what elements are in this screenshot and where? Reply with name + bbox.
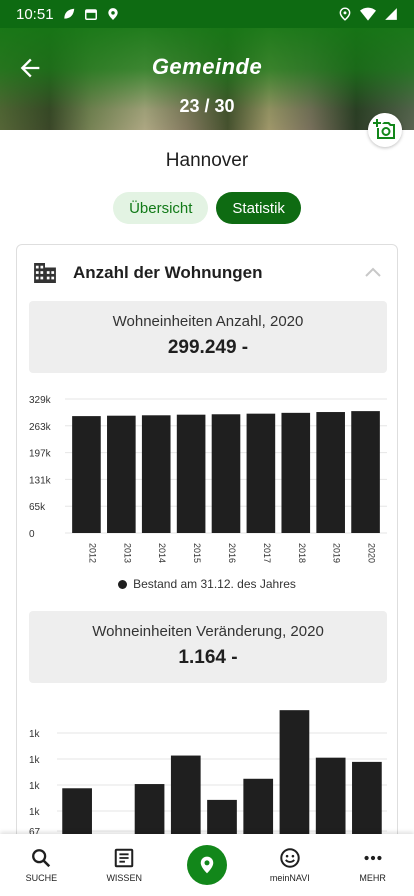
y-tick-label: 65k	[29, 502, 46, 513]
bar	[316, 412, 345, 533]
bar	[281, 412, 311, 533]
value-box-count: Wohneinheiten Anzahl, 2020 299.249 -	[29, 301, 387, 373]
y-tick-label: 263k	[29, 422, 52, 433]
y-tick-label: 0	[29, 529, 35, 540]
city-name: Hannover	[165, 150, 249, 171]
card-header[interactable]: Anzahl der Wohnungen	[17, 245, 397, 301]
legend-dot	[118, 579, 128, 589]
bar	[351, 411, 380, 533]
more-dots-icon	[364, 855, 382, 861]
chevron-up-icon[interactable]	[365, 267, 381, 277]
header-photo	[0, 28, 414, 130]
view-tabs: Übersicht Statistik	[0, 192, 414, 224]
legend-label: Bestand am 31.12. des Jahres	[133, 577, 296, 591]
bar	[176, 414, 206, 533]
y-tick-label: 131k	[29, 475, 52, 486]
nav-label: MEHR	[359, 873, 386, 883]
x-tick-label: 2020	[367, 543, 377, 563]
x-tick-label: 2014	[157, 543, 167, 563]
x-tick-label: 2013	[122, 543, 132, 563]
y-tick-label: 329k	[29, 395, 52, 406]
bar	[107, 415, 136, 533]
y-tick-label: 1k	[29, 807, 41, 818]
nav-label: meinNAVI	[269, 873, 310, 883]
y-tick-label: 197k	[29, 449, 52, 460]
add-photo-icon	[373, 119, 395, 139]
add-photo-button[interactable]	[368, 113, 402, 147]
location-icon	[107, 8, 118, 20]
nav-search[interactable]: SUCHE	[0, 834, 83, 896]
location-pin-icon	[200, 856, 214, 874]
x-tick-label: 2016	[227, 543, 237, 563]
bar	[72, 416, 101, 533]
nav-meinnavi[interactable]: meinNAVI	[248, 834, 331, 896]
bar	[211, 414, 241, 533]
calendar-icon	[84, 9, 97, 20]
photo-pager: 23 / 30	[179, 96, 235, 116]
bottom-navigation: SUCHE WISSEN meinNAVI MEHR	[0, 834, 414, 896]
location-outline-icon	[339, 7, 351, 21]
smiley-icon	[280, 848, 300, 868]
back-arrow-icon[interactable]	[16, 54, 44, 82]
value-label: Wohneinheiten Veränderung, 2020	[92, 623, 324, 640]
y-tick-label: 1k	[29, 729, 41, 740]
nav-label: SUCHE	[25, 873, 58, 883]
x-tick-label: 2015	[192, 543, 202, 563]
nav-knowledge[interactable]: WISSEN	[83, 834, 166, 896]
x-tick-label: 2017	[262, 543, 272, 563]
statistics-card: Anzahl der Wohnungen Wohneinheiten Anzah…	[16, 244, 398, 864]
page-title: Gemeinde	[151, 54, 263, 79]
chart-legend[interactable]: Bestand am 31.12. des Jahres	[17, 577, 397, 591]
search-icon	[32, 849, 51, 868]
signal-icon	[385, 8, 397, 20]
tab-statistics[interactable]: Statistik	[216, 192, 301, 224]
bar	[141, 415, 171, 533]
map-button[interactable]	[186, 845, 227, 885]
leaf-icon	[63, 8, 74, 19]
header-banner: Gemeinde 23 / 30	[0, 28, 414, 130]
bar	[246, 413, 276, 533]
tab-overview[interactable]: Übersicht	[113, 192, 209, 224]
x-tick-label: 2019	[332, 543, 342, 563]
value-box-change: Wohneinheiten Veränderung, 2020 1.164 -	[29, 611, 387, 683]
x-tick-label: 2012	[87, 543, 97, 563]
value-number: 1.164 -	[178, 647, 238, 668]
value-number: 299.249 -	[167, 337, 249, 358]
nav-label: WISSEN	[106, 873, 142, 883]
wifi-icon	[360, 7, 376, 21]
article-icon	[114, 848, 134, 868]
value-label: Wohneinheiten Anzahl, 2020	[112, 313, 304, 330]
y-tick-label: 67	[29, 827, 41, 838]
nav-map[interactable]	[166, 834, 249, 896]
status-time: 10:51	[16, 5, 54, 23]
x-tick-label: 2018	[297, 543, 307, 563]
bar-chart-count: 0 65k 131k 197k 263k 329k 2012 2013 2014 2015 2016…	[29, 395, 387, 563]
card-title: Anzahl der Wohnungen	[73, 263, 263, 282]
y-tick-label: 1k	[29, 755, 41, 766]
y-tick-label: 1k	[29, 781, 41, 792]
nav-more[interactable]: MEHR	[331, 834, 414, 896]
status-bar: 10:51	[0, 0, 414, 28]
building-icon	[34, 263, 56, 283]
